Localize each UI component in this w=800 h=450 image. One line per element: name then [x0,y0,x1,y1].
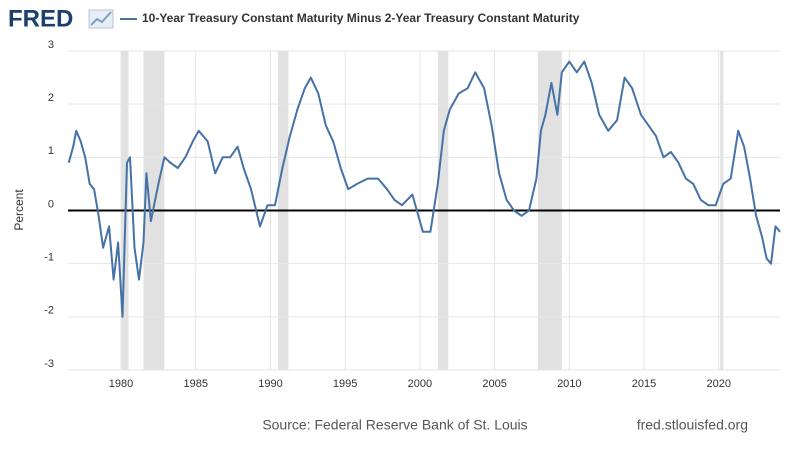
y-tick-label: 1 [48,145,54,157]
data-line [67,60,781,318]
x-tick-label: 1985 [184,378,208,390]
logo: FRED [8,5,73,32]
y-tick-label: -2 [44,305,54,317]
x-tick-label: 2005 [482,378,506,390]
y-tick-label: -3 [44,358,54,370]
x-tick-label: 1990 [258,378,282,390]
legend-label: 10-Year Treasury Constant Maturity Minus… [142,11,580,25]
x-tick-label: 2010 [557,378,581,390]
y-tick-label: 3 [48,39,54,51]
y-tick-label: 0 [48,198,54,210]
x-tick-label: 2000 [408,378,432,390]
source: Source: Federal Reserve Bank of St. Loui… [262,417,527,433]
x-tick-label: 1980 [109,378,133,390]
site: fred.stlouisfed.org [637,417,748,433]
x-tick-label: 2020 [706,378,730,390]
x-tick-label: 1995 [333,378,357,390]
y-tick-label: -1 [44,252,54,264]
y-axis-label: Percent [12,189,26,231]
y-tick-label: 2 [48,92,54,104]
logo-icon [88,9,114,29]
x-tick-label: 2015 [632,378,656,390]
